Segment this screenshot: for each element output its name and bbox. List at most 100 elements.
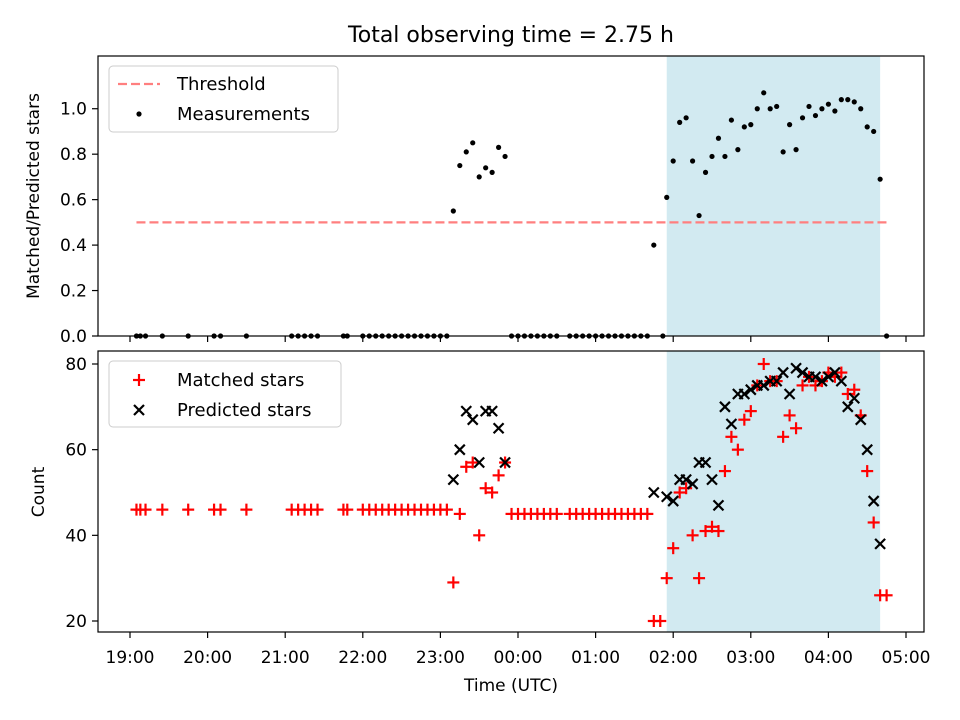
top-x-ticks [129, 336, 907, 342]
predicted-star-point [874, 538, 886, 550]
matched-star-point [311, 503, 324, 516]
predicted-star-mark-b [447, 473, 460, 486]
predicted-star-point [867, 495, 880, 507]
predicted-star-point [725, 418, 738, 430]
measurement-point [450, 208, 456, 214]
matched-star-point [660, 572, 673, 585]
predicted-star-mark-b [822, 371, 835, 383]
predicted-star-point [777, 366, 789, 379]
measurement-point [799, 115, 806, 121]
measurement-point [741, 124, 747, 130]
measurement-point [677, 119, 683, 125]
top-y-tick-label: 0.0 [60, 327, 87, 347]
predicted-star-mark-b [454, 443, 466, 456]
measurement-point [877, 176, 883, 182]
predicted-star-point [783, 388, 796, 400]
predicted-star-point [770, 375, 783, 387]
matched-star-point [240, 503, 253, 516]
measurement-point [702, 169, 709, 175]
predicted-star-mark-b [466, 413, 479, 426]
matched-star-point [473, 529, 486, 542]
measurement-point [851, 99, 857, 105]
matched-star-point [686, 529, 699, 542]
x-tick-label: 20:00 [183, 648, 232, 668]
bottom-panel: 20 40 60 80 19:00 20:00 21:00 22:00 23:00 00:00 0… [29, 350, 931, 696]
matched-star-point [835, 366, 848, 379]
measurement-point [670, 158, 676, 164]
bottom-x-ticks: 19:00 20:00 21:00 22:00 23:00 00:00 01:00 02:00… [106, 632, 931, 668]
predicted-star-point [680, 473, 692, 486]
measurement-point [787, 122, 793, 128]
predicted-star-mark-b [809, 371, 822, 383]
measurement-point [838, 97, 844, 103]
measurement-point [735, 147, 741, 153]
predicted-star-mark-b [874, 538, 886, 550]
matched-star-point [699, 525, 712, 538]
bottom-y-axis-label: Count [29, 466, 49, 517]
measurement-point [690, 158, 696, 164]
predicted-star-point [473, 456, 485, 469]
x-tick-label: 21:00 [261, 648, 310, 668]
matched-star-point [790, 422, 803, 435]
matched-star-point [718, 465, 731, 478]
predicted-star-point [848, 392, 861, 405]
predicted-star-point [460, 405, 473, 417]
x-tick-label: 03:00 [726, 648, 775, 668]
measurement-point [470, 140, 476, 146]
measurement-point [845, 97, 851, 103]
bottom-y-ticks: 20 40 60 80 [65, 355, 98, 632]
predicted-star-mark-b [719, 401, 731, 413]
matched-star-point [796, 379, 809, 392]
matched-star-point [447, 576, 460, 589]
predicted-star-mark-b [848, 392, 861, 405]
measurement-point [496, 144, 502, 150]
predicted-star-mark-b [706, 473, 718, 486]
legend-matched-swatch [133, 374, 145, 386]
matched-star-point [880, 589, 893, 602]
x-tick-label: 05:00 [882, 648, 931, 668]
matched-star-point [680, 482, 693, 495]
matched-star-point [214, 503, 227, 516]
x-tick-label: 19:00 [106, 648, 155, 668]
x-tick-label: 22:00 [338, 648, 387, 668]
matched-star-point [841, 387, 854, 400]
measurement-point [748, 122, 754, 128]
predicted-star-mark-b [712, 499, 725, 512]
bottom-y-tick-label: 20 [65, 612, 87, 632]
predicted-star-mark-b [699, 456, 712, 469]
predicted-star-point [861, 443, 873, 456]
predicted-star-point [499, 456, 511, 469]
measurement-point [761, 90, 767, 96]
legend-matched-label: Matched stars [177, 370, 304, 391]
predicted-star-point [790, 362, 802, 375]
matched-star-point [654, 615, 667, 627]
predicted-star-point [816, 375, 828, 387]
predicted-star-mark-b [867, 495, 880, 507]
measurement-point [728, 117, 735, 123]
measurement-point [696, 212, 702, 219]
top-y-tick-label: 0.4 [60, 236, 87, 256]
measurement-point [489, 169, 495, 175]
predicted-star-point [686, 478, 699, 490]
predicted-star-mark-b [854, 413, 867, 426]
top-y-tick-label: 0.2 [60, 282, 87, 302]
matched-star-point [867, 516, 880, 529]
predicted-star-mark-b [796, 366, 809, 379]
measurement-point [780, 149, 786, 155]
predicted-star-mark-b [738, 388, 751, 400]
top-highlight-span [666, 56, 881, 336]
matched-star-point [777, 430, 790, 443]
matched-star-point [550, 507, 563, 520]
measurement-point [463, 149, 469, 155]
legend-measurements-label: Measurements [177, 104, 310, 125]
measurement-point [457, 162, 463, 169]
predicted-star-mark-b [648, 486, 660, 499]
bottom-axes-frame [97, 350, 925, 633]
matched-star-point [809, 379, 822, 392]
measurement-point [812, 112, 819, 119]
measurement-point [793, 147, 799, 153]
predicted-star-mark-b [486, 405, 498, 417]
x-axis-label: Time (UTC) [463, 676, 558, 696]
legend-threshold-label: Threshold [176, 74, 266, 95]
